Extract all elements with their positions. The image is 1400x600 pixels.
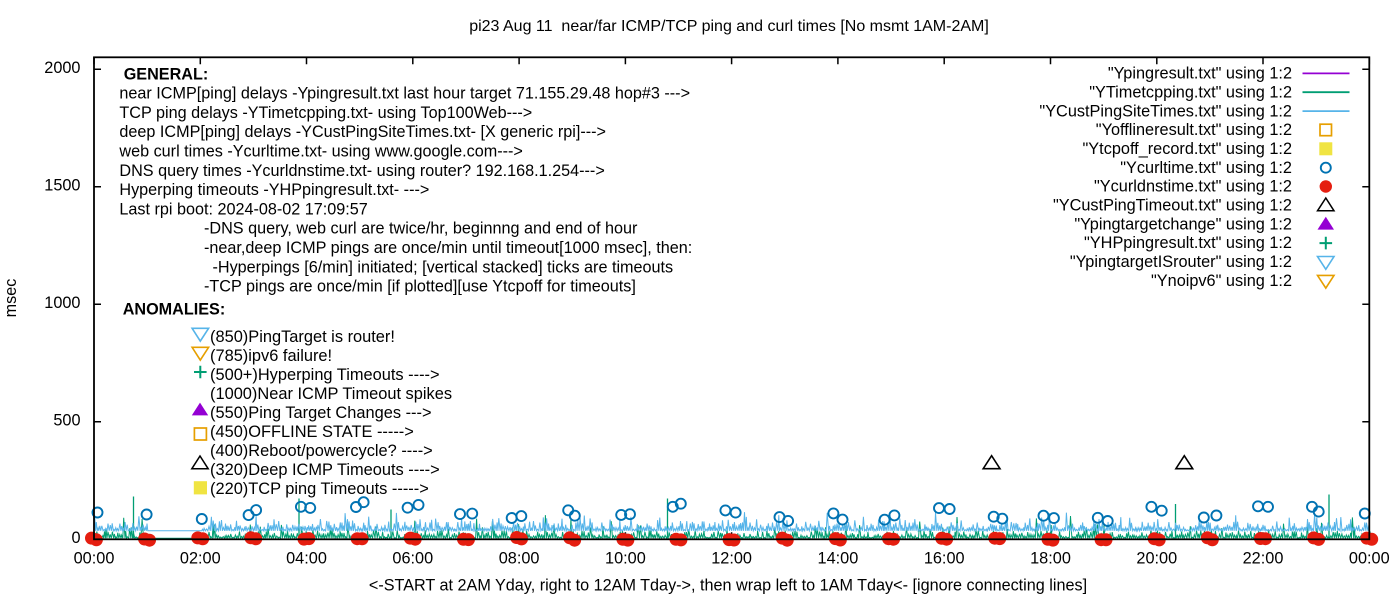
svg-text:(220)TCP ping Timeouts ----->: (220)TCP ping Timeouts ----->	[210, 480, 429, 498]
svg-text:"YHPpingresult.txt" using 1:2: "YHPpingresult.txt" using 1:2	[1084, 234, 1292, 252]
svg-text:2000: 2000	[44, 59, 80, 77]
svg-text:(450)OFFLINE STATE ----->: (450)OFFLINE STATE ----->	[210, 423, 414, 441]
svg-text:22:00: 22:00	[1243, 549, 1284, 567]
svg-text:GENERAL:: GENERAL:	[124, 65, 209, 83]
svg-text:06:00: 06:00	[392, 549, 433, 567]
svg-text:"YpingtargetISrouter" using 1:: "YpingtargetISrouter" using 1:2	[1070, 253, 1292, 271]
svg-text:12:00: 12:00	[711, 549, 752, 567]
svg-text:1000: 1000	[44, 294, 80, 312]
svg-text:DNS query times -Ycurldnstime.: DNS query times -Ycurldnstime.txt- using…	[119, 162, 604, 180]
svg-text:"YTimetcpping.txt" using 1:2: "YTimetcpping.txt" using 1:2	[1089, 84, 1292, 102]
svg-text:00:00: 00:00	[74, 549, 115, 567]
svg-text:10:00: 10:00	[605, 549, 646, 567]
svg-text:(320)Deep ICMP Timeouts ---->: (320)Deep ICMP Timeouts ---->	[210, 461, 440, 479]
svg-text:"Ynoipv6" using 1:2: "Ynoipv6" using 1:2	[1151, 272, 1292, 290]
svg-text:14:00: 14:00	[818, 549, 859, 567]
svg-text:near ICMP[ping] delays -Ypingr: near ICMP[ping] delays -Ypingresult.txt …	[119, 85, 690, 103]
svg-text:<-START at 2AM Yday, right to: <-START at 2AM Yday, right to 12AM Tday-…	[369, 577, 1087, 595]
svg-text:(850)PingTarget is router!: (850)PingTarget is router!	[210, 328, 395, 346]
svg-text:500: 500	[53, 412, 80, 430]
svg-text:18:00: 18:00	[1030, 549, 1071, 567]
svg-text:02:00: 02:00	[180, 549, 221, 567]
svg-text:"Ypingresult.txt" using 1:2: "Ypingresult.txt" using 1:2	[1108, 65, 1292, 83]
svg-text:pi23 Aug 11 near/far ICMP/TCP: pi23 Aug 11 near/far ICMP/TCP ping and c…	[469, 18, 989, 35]
svg-text:"Ycurldnstime.txt" using 1:2: "Ycurldnstime.txt" using 1:2	[1094, 178, 1292, 196]
svg-text:"YCustPingSiteTimes.txt" using: "YCustPingSiteTimes.txt" using 1:2	[1039, 102, 1292, 120]
svg-text:(1000)Near ICMP Timeout spikes: (1000)Near ICMP Timeout spikes	[210, 385, 452, 403]
svg-text:"Yofflineresult.txt" using 1:2: "Yofflineresult.txt" using 1:2	[1096, 121, 1292, 139]
svg-text:Hyperping timeouts -YHPpingres: Hyperping timeouts -YHPpingresult.txt- -…	[119, 181, 429, 199]
svg-text:(500+)Hyperping Timeouts ---->: (500+)Hyperping Timeouts ---->	[210, 366, 440, 384]
svg-text:(550)Ping Target Changes --->: (550)Ping Target Changes --->	[210, 404, 432, 422]
svg-text:0: 0	[71, 529, 80, 547]
svg-text:Last rpi boot: 2024-08-02 17:0: Last rpi boot: 2024-08-02 17:09:57	[119, 200, 367, 218]
svg-text:1500: 1500	[44, 177, 80, 195]
svg-text:"YCustPingTimeout.txt" using 1: "YCustPingTimeout.txt" using 1:2	[1053, 197, 1292, 215]
svg-text:-TCP pings are once/min [if pl: -TCP pings are once/min [if plotted][use…	[204, 278, 636, 296]
svg-text:web curl times -Ycurltime.txt-: web curl times -Ycurltime.txt- using www…	[118, 143, 522, 161]
svg-text:TCP ping delays -YTimetcpping.: TCP ping delays -YTimetcpping.txt- using…	[119, 104, 532, 122]
svg-text:"Ypingtargetchange" using 1:2: "Ypingtargetchange" using 1:2	[1074, 215, 1292, 233]
svg-text:-DNS query, web curl are twice: -DNS query, web curl are twice/hr, begin…	[204, 220, 638, 238]
svg-text:-near,deep ICMP pings are once: -near,deep ICMP pings are once/min until…	[204, 239, 692, 257]
svg-text:"Ytcpoff_record.txt" using 1:2: "Ytcpoff_record.txt" using 1:2	[1083, 140, 1292, 158]
svg-text:20:00: 20:00	[1136, 549, 1177, 567]
svg-text:16:00: 16:00	[924, 549, 965, 567]
svg-text:ANOMALIES:: ANOMALIES:	[123, 300, 226, 318]
svg-text:04:00: 04:00	[286, 549, 327, 567]
svg-text:-Hyperpings [6/min] initiated;: -Hyperpings [6/min] initiated; [vertical…	[213, 258, 674, 276]
svg-text:(785)ipv6 failure!: (785)ipv6 failure!	[210, 347, 332, 365]
svg-text:00:00: 00:00	[1349, 549, 1390, 567]
svg-text:"Ycurltime.txt" using 1:2: "Ycurltime.txt" using 1:2	[1120, 159, 1292, 177]
svg-text:deep ICMP[ping] delays -YCustP: deep ICMP[ping] delays -YCustPingSiteTim…	[119, 123, 606, 141]
svg-text:(400)Reboot/powercycle? ---->: (400)Reboot/powercycle? ---->	[210, 442, 433, 460]
svg-text:msec: msec	[2, 279, 20, 318]
svg-text:08:00: 08:00	[499, 549, 540, 567]
